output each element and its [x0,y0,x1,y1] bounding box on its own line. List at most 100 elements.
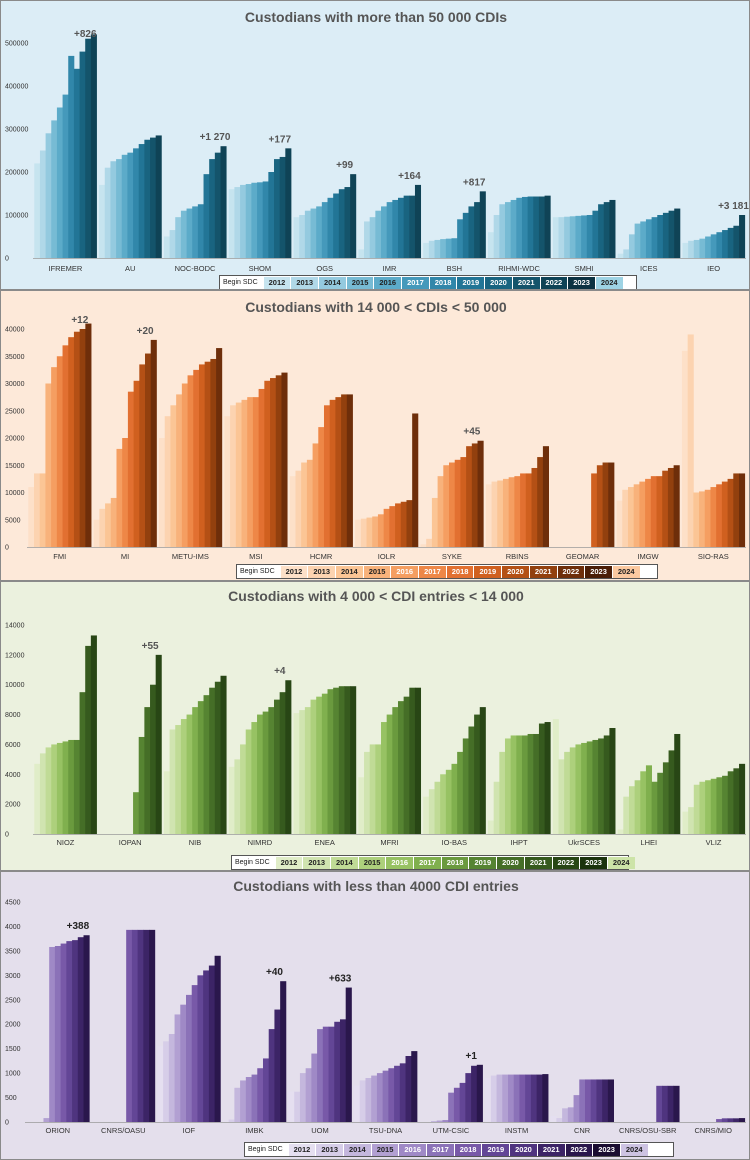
bar [527,733,534,834]
bar [293,713,300,834]
bar [434,781,441,834]
bar [28,487,35,547]
bar [268,172,275,258]
bar [499,751,506,834]
y-tick-label: 3500 [5,948,21,955]
bar [338,686,345,834]
bar [645,478,652,548]
bar [521,196,529,258]
y-tick-label: 25000 [5,408,25,415]
bar [510,735,517,834]
bar [203,174,210,258]
bar [149,929,156,1122]
bar [710,778,717,834]
bar [662,470,669,547]
bar-chart: 0 5000 10000 15000 20000 25000 30000 35000 40000… [5,315,746,561]
bar [451,763,458,834]
category-label: MFRI [380,838,398,847]
bar [705,780,712,834]
bar [288,1091,295,1122]
bar [280,981,287,1122]
bar [538,196,545,258]
bar [83,935,90,1122]
annotation-label: +45 [463,427,480,438]
bar [56,742,63,834]
bar [673,465,680,547]
category-label: MI [121,552,129,561]
legend-item: 2020 [510,1143,537,1156]
bar [739,763,746,834]
bar [133,148,140,258]
bar [409,687,416,834]
bar [623,249,630,258]
legend-item: 2021 [524,856,552,869]
legend-item: 2013 [303,856,331,869]
bar [56,107,63,258]
bar [628,234,636,258]
category-label: IHPT [511,838,529,847]
bar [400,501,407,547]
bar [502,478,510,548]
bar [116,159,123,258]
bar [488,820,495,834]
bar [257,1068,264,1122]
bar [270,378,277,547]
bar [262,181,269,258]
bar [436,1120,443,1122]
bar [733,473,740,547]
bar [329,399,336,547]
category-label: CNRS/OASU [101,1126,146,1135]
bar [127,391,134,547]
bar-chart: 0 500 1000 1500 2000 2500 3000 3500 4000 4500 ORIO… [5,900,746,1135]
bar [727,771,734,834]
bar [645,219,652,258]
bar [445,238,452,258]
bar [558,217,565,258]
bar [170,405,177,547]
y-tick-label: 35000 [5,354,25,361]
bar [234,759,241,834]
bar [62,345,69,547]
bar [369,744,376,834]
y-tick-label: 500 [5,1095,17,1102]
bar [316,696,323,834]
bar [459,1082,466,1122]
bar [579,1079,586,1122]
y-tick-label: 10000 [5,490,25,497]
bar [144,139,151,258]
bar [289,476,296,547]
bar [457,219,464,258]
chart-panel-3: Custodians with 4 000 < CDI entries < 14… [0,581,750,871]
bar [428,240,435,258]
bar [453,1087,461,1122]
bar-chart: 0 2000 4000 6000 8000 10000 12000 14000 NIOZ IOPA… [5,623,746,847]
bar [513,1074,520,1122]
bar [406,500,413,547]
bar [51,120,58,259]
bar [414,687,422,834]
bar [468,726,475,834]
bar [537,457,544,547]
bar [371,1075,378,1122]
bar [397,197,405,258]
chart-title: Custodians with 4 000 < CDI entries < 14… [228,588,524,604]
bar [68,739,75,834]
bar [350,174,357,258]
bar [155,654,162,834]
bar [293,217,300,258]
legend-item: 2014 [331,856,358,869]
bar [520,473,527,547]
bar [488,232,495,258]
bar [462,212,469,258]
bar [262,1058,270,1122]
bar [104,167,111,258]
bar [176,394,183,547]
category-label: UTM-CSIC [433,1126,470,1135]
category-label: SHOM [249,264,272,273]
bar [235,402,242,547]
bar [180,719,187,834]
bar [721,1118,728,1122]
bar [56,356,63,547]
bar [299,215,306,258]
bar [143,929,150,1122]
